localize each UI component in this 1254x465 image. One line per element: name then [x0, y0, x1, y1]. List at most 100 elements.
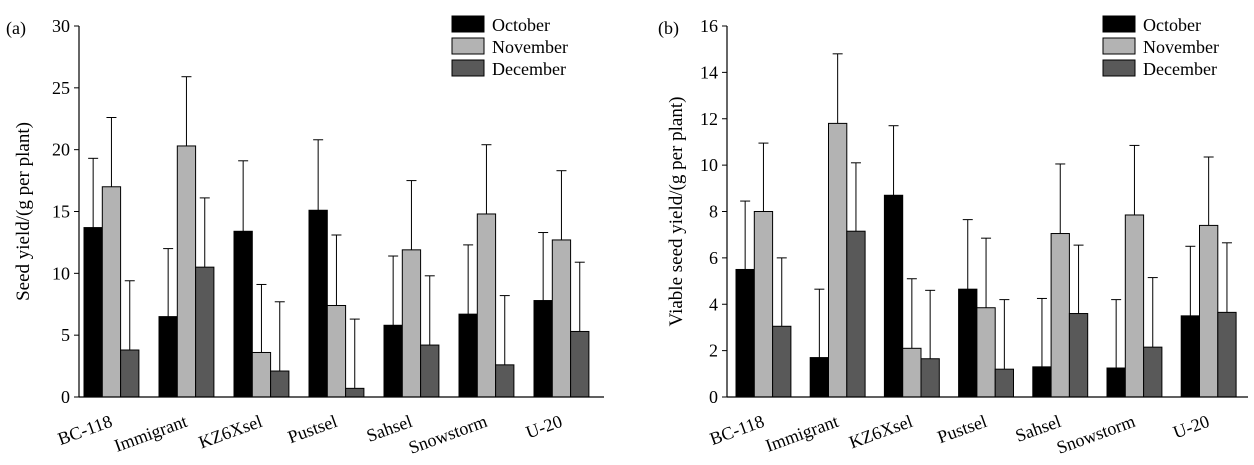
- error-bar-u-20-october: [538, 232, 549, 301]
- legend-swatch-november: [451, 37, 485, 55]
- bar-kz6xsel-november: [902, 347, 922, 398]
- bar-immigrant-october: [809, 357, 830, 398]
- bar-snowstorm-october: [458, 313, 478, 398]
- error-bar-immigrant-october: [163, 248, 174, 317]
- y-tick-label: 6: [709, 248, 718, 268]
- y-tick-label: 0: [709, 387, 718, 407]
- y-axis-label: Viable seed yield/(g per plant): [666, 97, 687, 327]
- error-bar-bc-118-november: [758, 142, 769, 212]
- error-bar-u-20-november: [556, 170, 567, 240]
- legend-label-december: December: [1143, 59, 1217, 79]
- legend-swatch-december: [1102, 59, 1136, 77]
- error-bar-sahsel-october: [1036, 297, 1047, 367]
- error-bar-sahsel-november: [1055, 163, 1066, 234]
- bar-immigrant-november: [828, 122, 848, 398]
- y-tick-label: 25: [52, 78, 70, 98]
- bar-sahsel-november: [401, 249, 422, 398]
- bar-pustsel-december: [994, 368, 1015, 398]
- error-bar-kz6xsel-october: [238, 160, 249, 232]
- bar-immigrant-october: [158, 316, 178, 398]
- error-bar-sahsel-december: [1073, 244, 1084, 314]
- error-bar-bc-118-november: [106, 117, 117, 187]
- bar-kz6xsel-november: [251, 351, 272, 398]
- error-bar-pustsel-december: [349, 318, 360, 389]
- x-tick-label-bc-118: BC-118: [55, 411, 115, 449]
- bar-u-20-october: [533, 300, 553, 398]
- bar-pustsel-october: [958, 288, 978, 398]
- x-tick-label-immigrant: Immigrant: [112, 411, 190, 456]
- error-bar-bc-118-october: [88, 157, 99, 228]
- bar-u-20-october: [1180, 315, 1200, 398]
- error-bar-immigrant-december: [199, 197, 210, 268]
- error-bar-snowstorm-october: [463, 244, 474, 315]
- error-bar-immigrant-november: [832, 53, 843, 124]
- bar-u-20-november: [1199, 224, 1219, 398]
- bar-sahsel-november: [1050, 233, 1070, 398]
- x-tick-label-bc-118: BC-118: [707, 411, 767, 449]
- bar-u-20-december: [1217, 311, 1237, 398]
- y-tick-label: 14: [700, 62, 718, 82]
- bar-bc-118-october: [83, 227, 103, 398]
- legend-label-october: October: [1143, 15, 1201, 35]
- error-bar-snowstorm-december: [1147, 277, 1158, 348]
- error-bar-pustsel-october: [313, 139, 324, 211]
- bar-sahsel-october: [1032, 366, 1052, 398]
- error-bar-immigrant-december: [850, 162, 861, 232]
- error-bar-sahsel-october: [388, 255, 399, 326]
- bar-immigrant-december: [195, 266, 215, 398]
- bar-bc-118-december: [772, 325, 792, 398]
- bar-kz6xsel-december: [270, 370, 290, 398]
- bar-sahsel-october: [383, 324, 403, 398]
- legend-label-october: October: [492, 15, 550, 35]
- error-bar-pustsel-november: [981, 237, 992, 308]
- bar-immigrant-november: [176, 145, 197, 398]
- bar-kz6xsel-december: [920, 358, 940, 398]
- error-bar-snowstorm-november: [1129, 144, 1140, 215]
- bar-bc-118-november: [101, 186, 122, 398]
- error-bar-bc-118-december: [776, 257, 787, 327]
- legend-label-november: November: [492, 37, 568, 57]
- y-tick-label: 10: [52, 263, 70, 283]
- y-tick-label: 2: [709, 341, 718, 361]
- bar-kz6xsel-october: [233, 230, 253, 398]
- error-bar-snowstorm-october: [1111, 299, 1122, 369]
- bar-sahsel-december: [1068, 313, 1089, 398]
- x-tick-label-u-20: U-20: [1170, 411, 1212, 442]
- error-bar-snowstorm-november: [481, 144, 492, 214]
- error-bar-immigrant-november: [181, 76, 192, 146]
- y-tick-label: 8: [709, 202, 718, 222]
- bar-bc-118-december: [120, 349, 140, 398]
- error-bar-pustsel-october: [962, 219, 973, 290]
- legend-swatch-december: [451, 59, 485, 77]
- y-tick-label: 16: [700, 16, 718, 36]
- y-axis-label: Seed yield/(g per plant): [13, 122, 34, 301]
- x-tick-label-pustsel: Pustsel: [935, 411, 990, 447]
- bar-pustsel-november: [976, 307, 996, 398]
- error-bar-bc-118-december: [124, 280, 135, 351]
- error-bar-u-20-october: [1185, 245, 1196, 316]
- error-bar-snowstorm-december: [499, 295, 510, 365]
- error-bar-sahsel-december: [424, 275, 435, 346]
- error-bar-pustsel-december: [999, 299, 1010, 370]
- y-tick-label: 20: [52, 140, 70, 160]
- y-tick-label: 12: [700, 109, 718, 129]
- bar-snowstorm-december: [495, 364, 515, 398]
- bar-snowstorm-november: [476, 213, 497, 398]
- bar-snowstorm-october: [1106, 367, 1126, 398]
- error-bar-sahsel-november: [406, 180, 417, 250]
- error-bar-bc-118-october: [740, 200, 751, 270]
- y-tick-label: 5: [61, 325, 70, 345]
- x-tick-label-snowstorm: Snowstorm: [1054, 411, 1138, 458]
- error-bar-u-20-december: [574, 261, 585, 332]
- bar-pustsel-december: [345, 387, 365, 398]
- legend-label-december: December: [492, 59, 566, 79]
- error-bar-immigrant-october: [814, 288, 825, 358]
- y-tick-label: 4: [709, 294, 718, 314]
- error-bar-kz6xsel-november: [256, 283, 267, 353]
- bar-bc-118-october: [735, 268, 755, 398]
- error-bar-kz6xsel-october: [888, 125, 899, 196]
- panel-label: (b): [658, 18, 679, 39]
